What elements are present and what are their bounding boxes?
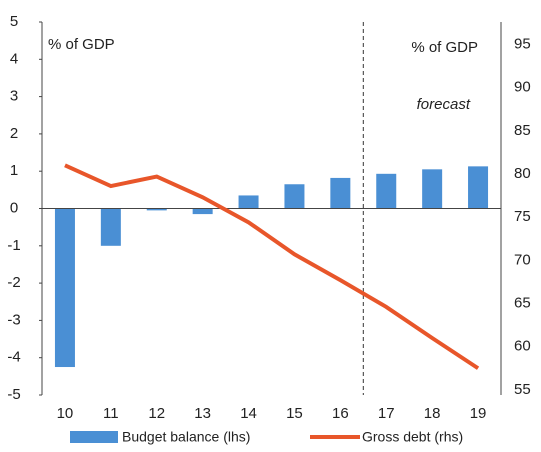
left-unit-label: % of GDP — [48, 36, 115, 53]
bar — [192, 208, 213, 215]
x-tick-label: 10 — [57, 405, 74, 422]
y-tick-label: 3 — [10, 88, 18, 105]
bar — [376, 173, 397, 209]
legend-swatch — [70, 431, 118, 443]
y-tick-label: 0 — [10, 199, 18, 216]
y2-tick-label: 85 — [514, 122, 531, 139]
y-tick-label: 2 — [10, 125, 18, 142]
y2-tick-label: 80 — [514, 165, 531, 182]
bar — [330, 177, 351, 209]
x-tick-label: 17 — [378, 405, 395, 422]
x-tick-label: 15 — [286, 405, 303, 422]
y-tick-label: -4 — [7, 349, 20, 366]
bar — [100, 208, 121, 246]
right-unit-label: % of GDP — [411, 39, 478, 56]
forecast-label: forecast — [417, 96, 471, 113]
legend-label: Gross debt (rhs) — [362, 429, 463, 445]
x-tick-label: 11 — [103, 405, 119, 422]
y-tick-label: 5 — [10, 13, 18, 30]
y2-tick-label: 60 — [514, 338, 531, 355]
x-tick-label: 19 — [470, 405, 487, 422]
bar — [284, 184, 305, 209]
y-tick-label: -2 — [7, 274, 20, 291]
y2-tick-label: 70 — [514, 251, 531, 268]
y2-tick-label: 65 — [514, 294, 531, 311]
bar — [238, 195, 259, 209]
bar — [54, 208, 75, 368]
y-tick-label: -1 — [7, 237, 20, 254]
bar — [468, 166, 489, 209]
y2-tick-label: 90 — [514, 79, 531, 96]
y2-tick-label: 95 — [514, 35, 531, 52]
x-tick-label: 18 — [424, 405, 441, 422]
bar — [422, 169, 443, 209]
y-tick-label: 1 — [10, 162, 18, 179]
bar — [146, 208, 167, 211]
x-tick-label: 12 — [148, 405, 165, 422]
debt-line — [64, 163, 480, 370]
y2-tick-label: 75 — [514, 208, 531, 225]
x-tick-label: 16 — [332, 405, 349, 422]
y-tick-label: -3 — [7, 311, 20, 328]
x-tick-label: 13 — [194, 405, 211, 422]
legend-label: Budget balance (lhs) — [122, 429, 250, 445]
y2-tick-label: 55 — [514, 381, 531, 398]
y-tick-label: -5 — [7, 386, 20, 403]
x-tick-label: 14 — [240, 405, 257, 422]
y-tick-label: 4 — [10, 50, 18, 67]
